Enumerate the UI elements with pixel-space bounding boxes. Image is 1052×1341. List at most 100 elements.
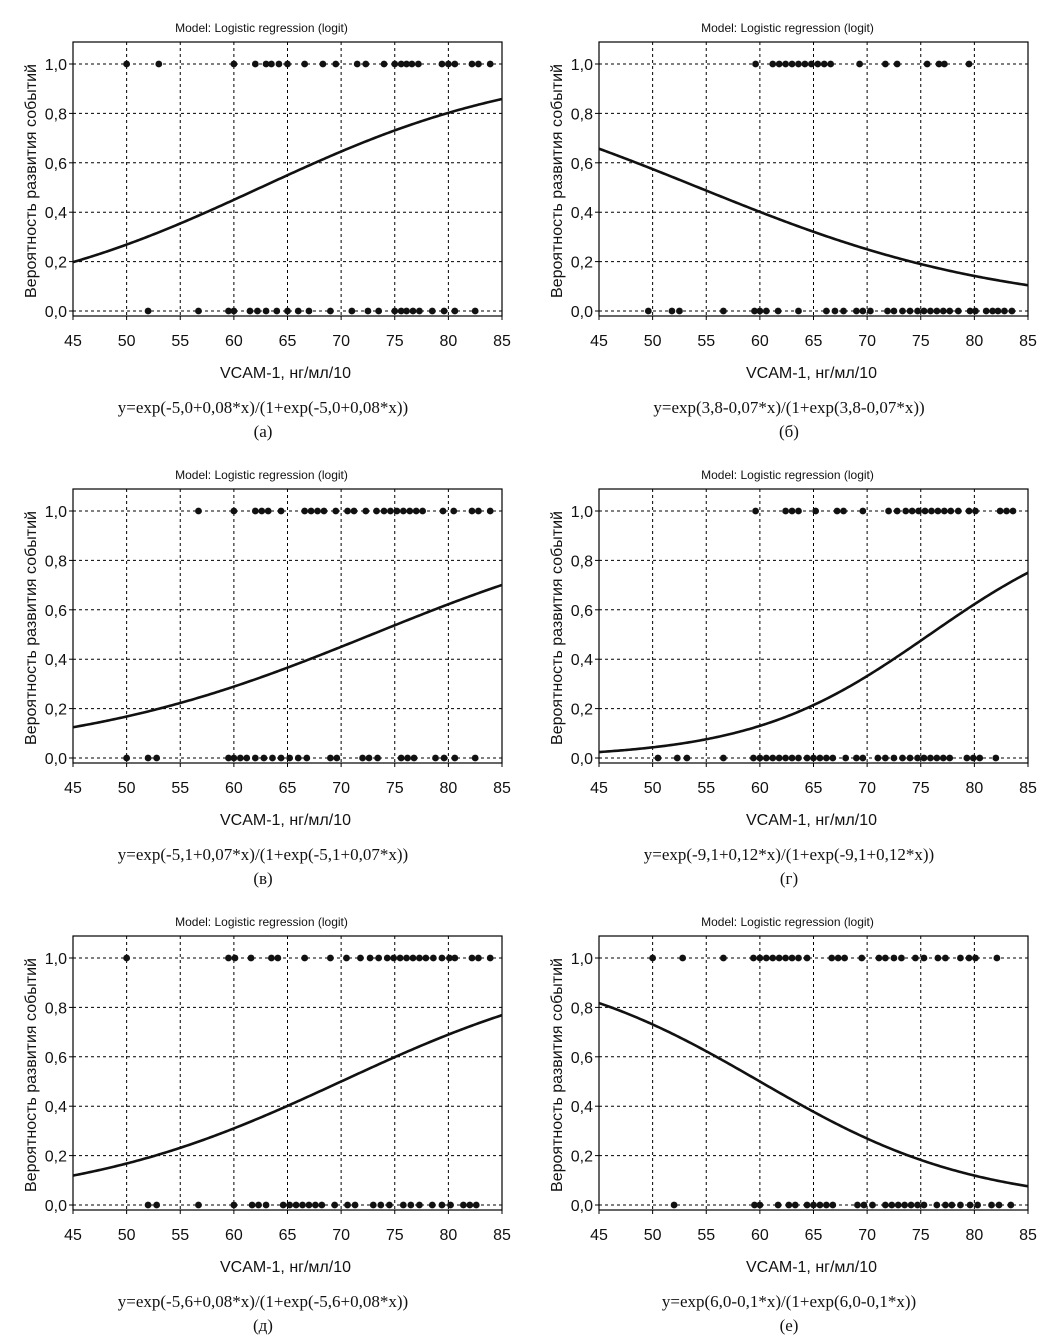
data-point-no-event — [920, 754, 928, 762]
data-point-no-event — [816, 754, 824, 762]
data-point-no-event — [782, 754, 790, 762]
data-point-event — [840, 507, 847, 515]
data-point-no-event — [927, 307, 934, 315]
data-point-no-event — [822, 754, 830, 762]
chart-panel: Model: Logistic regression (logit) 45 50 55… — [0, 894, 526, 1341]
x-tick-label: 70 — [858, 333, 876, 350]
data-point-no-event — [1007, 1201, 1015, 1209]
data-point-event — [947, 507, 955, 515]
data-point-no-event — [399, 1201, 407, 1209]
data-point-no-event — [859, 754, 867, 762]
data-point-no-event — [860, 1201, 868, 1209]
data-point-no-event — [359, 754, 366, 762]
data-point-event — [911, 954, 919, 962]
x-axis-label: VCAM-1, нг/мл/10 — [746, 1259, 877, 1276]
data-point-no-event — [262, 1201, 270, 1209]
x-tick-label: 45 — [64, 1227, 82, 1244]
data-point-no-event — [831, 307, 839, 315]
data-point-no-event — [939, 307, 947, 315]
data-point-event — [750, 954, 757, 962]
data-point-event — [965, 507, 973, 515]
data-point-no-event — [225, 307, 232, 315]
data-point-no-event — [720, 307, 727, 315]
data-point-no-event — [775, 754, 783, 762]
data-point-event — [231, 954, 239, 962]
data-point-event — [406, 507, 414, 515]
data-point-no-event — [676, 307, 683, 315]
data-point-no-event — [939, 754, 947, 762]
data-point-no-event — [255, 1201, 262, 1209]
data-point-event — [801, 60, 809, 68]
data-point-no-event — [292, 1201, 300, 1209]
data-point-event — [422, 954, 430, 962]
logistic-curve — [598, 1001, 1029, 1188]
x-tick-label: 85 — [493, 780, 511, 797]
data-point-event — [957, 954, 964, 962]
data-point-no-event — [230, 307, 238, 315]
y-tick-label: 0,6 — [45, 603, 67, 620]
data-point-event — [752, 507, 759, 515]
data-point-no-event — [364, 307, 372, 315]
data-point-no-event — [466, 1201, 474, 1209]
chart-svg: Model: Logistic regression (logit) 45 50 55… — [549, 468, 1037, 829]
y-axis-label: Вероятность развития событий — [549, 511, 566, 745]
y-tick-label: 1,0 — [571, 57, 593, 74]
data-point-event — [274, 954, 282, 962]
data-point-no-event — [440, 754, 448, 762]
data-point-no-event — [416, 307, 423, 315]
data-point-no-event — [305, 1201, 313, 1209]
x-tick-label: 75 — [912, 1227, 930, 1244]
y-tick-label: 1,0 — [45, 57, 67, 74]
logistic-curve — [598, 571, 1029, 754]
data-point-event — [921, 507, 929, 515]
data-point-event — [230, 507, 238, 515]
data-point-event — [928, 507, 935, 515]
data-point-no-event — [810, 754, 817, 762]
data-point-event — [972, 507, 979, 515]
panel-letter: (д) — [253, 1316, 273, 1335]
x-tick-label: 80 — [439, 333, 457, 350]
data-point-no-event — [788, 754, 796, 762]
x-tick-label: 55 — [697, 1227, 715, 1244]
data-point-no-event — [769, 754, 777, 762]
data-point-no-event — [946, 754, 954, 762]
data-point-no-event — [829, 1201, 837, 1209]
data-point-event — [275, 60, 283, 68]
chart-title: Model: Logistic regression (logit) — [701, 915, 874, 929]
data-point-no-event — [933, 307, 941, 315]
data-point-no-event — [899, 307, 906, 315]
data-point-event — [954, 507, 962, 515]
x-tick-label: 85 — [1019, 1227, 1037, 1244]
data-point-event — [769, 60, 777, 68]
data-point-event — [788, 60, 796, 68]
data-point-event — [301, 60, 309, 68]
x-tick-label: 55 — [697, 780, 715, 797]
data-point-event — [357, 954, 364, 962]
data-point-event — [881, 954, 889, 962]
data-point-event — [380, 507, 388, 515]
data-point-no-event — [277, 754, 285, 762]
data-point-event — [468, 60, 476, 68]
chart-panel: Model: Logistic regression (logit) 45 50 55… — [0, 0, 526, 447]
data-point-event — [775, 954, 783, 962]
data-point-no-event — [262, 307, 270, 315]
data-point-no-event — [954, 307, 962, 315]
x-tick-label: 45 — [590, 1227, 608, 1244]
data-point-event — [828, 954, 836, 962]
logistic-curve — [72, 583, 503, 729]
data-point-no-event — [351, 1201, 359, 1209]
data-point-event — [416, 954, 423, 962]
x-tick-label: 85 — [1019, 780, 1037, 797]
data-point-event — [408, 60, 416, 68]
data-point-event — [399, 507, 407, 515]
data-point-no-event — [751, 307, 758, 315]
data-point-event — [915, 507, 923, 515]
data-point-event — [807, 60, 815, 68]
data-point-no-event — [471, 307, 479, 315]
chart-title: Model: Logistic regression (logit) — [701, 21, 874, 35]
data-point-event — [258, 507, 266, 515]
x-tick-label: 75 — [386, 333, 404, 350]
x-tick-label: 60 — [751, 1227, 769, 1244]
data-point-event — [788, 954, 796, 962]
chart-svg: Model: Logistic regression (logit) 45 50 55… — [549, 21, 1037, 382]
